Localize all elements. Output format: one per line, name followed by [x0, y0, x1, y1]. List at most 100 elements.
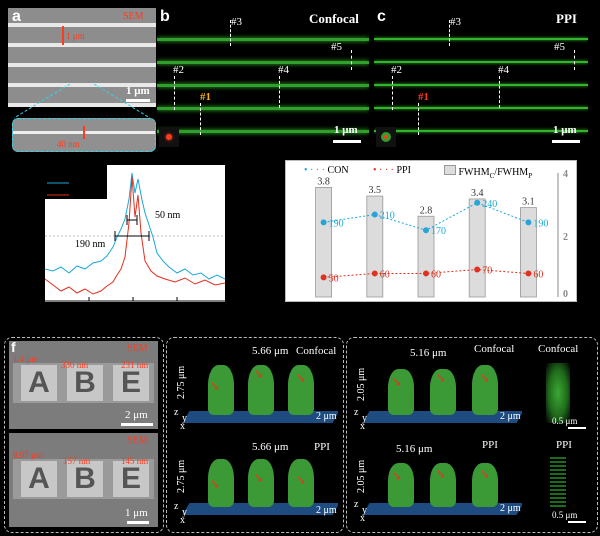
g-top-feature-1: [208, 365, 234, 415]
legend-e-ratio-p: P: [528, 172, 533, 180]
g-top-axis-y: y: [182, 413, 187, 424]
legend-e-ratio-pre: FWHM: [458, 167, 490, 178]
g-bot-feature-2: [248, 459, 274, 507]
h-side-top-scalebar: [568, 427, 586, 429]
h-bot-method: PPI: [482, 439, 498, 451]
h-bot-feature-1: [388, 463, 414, 507]
g-bot-feature-3: [288, 459, 314, 507]
panel-g-top: ➘ ➘ ➘ 5.66 μm Confocal 2.75 μm 2 μm z y …: [170, 341, 338, 433]
h-side-bot-method: PPI: [556, 439, 572, 451]
h-bot-height: 2.05 μm: [356, 459, 367, 493]
b-marker-2: #2: [173, 64, 184, 76]
g-bot-axis-x: x: [180, 515, 185, 526]
letter-e-block-2: E: [113, 461, 149, 497]
h-top-axis-z: z: [354, 407, 359, 418]
panel-b-scale: 1 μm: [334, 124, 358, 136]
f-bot-scalebar: [127, 521, 149, 524]
panel-h-side-bottom: PPI 0.5 μm: [524, 437, 592, 527]
f-bot-height: 0.97 μm: [13, 450, 43, 460]
ratio-bar: [366, 195, 384, 298]
con-value-label: 240: [482, 199, 497, 210]
panel-b-scalebar: [333, 140, 361, 143]
g-bot-axis-z: z: [174, 501, 179, 512]
h-top-width: 5.16 μm: [410, 347, 447, 359]
h-bot-axis-y: y: [362, 505, 367, 516]
panel-h-frame: [346, 337, 598, 533]
psf-inset-b: [159, 127, 179, 147]
f-top-w1: 330 nm: [61, 360, 89, 370]
panel-f-bottom: A B E SEM 0.97 μm 157 nm 145 nm 1 μm: [9, 433, 158, 527]
g-top-depth: 2 μm: [316, 411, 337, 422]
g-top-axis-x: x: [180, 421, 185, 432]
h-top-feature-2: [430, 369, 456, 415]
con-point: [423, 227, 429, 234]
ratio-bar: [315, 187, 333, 298]
ppi-value-label: 50: [329, 273, 339, 284]
g-bot-method: PPI: [314, 441, 330, 453]
panel-c-scale: 1 μm: [553, 124, 577, 136]
legend-e-con-label: CON: [327, 165, 349, 176]
f-top-scale: 2 μm: [125, 409, 148, 421]
h-bot-width: 5.16 μm: [396, 443, 433, 455]
panel-a-scale: 1 μm: [126, 85, 150, 97]
legend-e-ppi: • · · · PPI: [373, 165, 411, 176]
h-bot-axis-x: x: [360, 513, 365, 524]
profile-chart: [45, 165, 225, 302]
panel-h-top: ➘ ➘ ➘ 5.16 μm Confocal 2.05 μm 2 μm z y …: [350, 341, 522, 433]
f-top-w2: 231 nm: [121, 360, 149, 370]
b-marker-5: #5: [331, 41, 342, 53]
c-marker-3: #3: [450, 16, 461, 28]
e-ytick-2: 2: [563, 232, 568, 243]
con-point: [525, 219, 532, 226]
con-point: [474, 199, 481, 206]
fwhm-chart: 3.8 3.5 2.8 3.4 3.1 190 210 170 240 190 50 60 60 70 60: [315, 173, 559, 298]
letter-a-block: A: [21, 365, 57, 401]
h-top-feature-3: [472, 365, 498, 415]
ratio-bar: [417, 215, 435, 298]
psf-inset-c: [376, 127, 396, 147]
g-bot-axis-y: y: [182, 507, 187, 518]
panel-c-scalebar: [552, 140, 580, 143]
g-bot-height: 2.75 μm: [176, 459, 187, 493]
legend-e-con: • · · · CON: [304, 165, 349, 176]
panel-c: c PPI #3 #5 #2 #4 #1 1 μm: [374, 8, 588, 150]
ppi-point: [371, 270, 378, 277]
letter-b-block-2: B: [67, 461, 103, 497]
ratio-bar: [519, 207, 537, 298]
con-value-label: 190: [533, 218, 548, 229]
panel-a-method: SEM: [123, 11, 144, 22]
h-top-axis-x: x: [360, 421, 365, 432]
ratio-label: 3.8: [317, 176, 330, 187]
ppi-value-label: 60: [380, 269, 390, 280]
g-top-width: 5.66 μm: [252, 345, 289, 357]
letter-e-block: E: [113, 365, 149, 401]
ppi-value-label: 70: [482, 266, 492, 277]
legend-e-ppi-label: PPI: [396, 165, 411, 176]
h-side-bot-scalebar: [568, 521, 586, 523]
panel-a-scalebar: [126, 99, 150, 102]
b-marker-1: #1: [200, 91, 211, 103]
g-bot-feature-1: [208, 459, 234, 507]
legend-e-ratio-c: C: [489, 172, 495, 180]
letter-a-block-2: A: [21, 461, 57, 497]
h-top-height: 2.05 μm: [356, 367, 367, 401]
ppi-value-label: 60: [431, 269, 441, 280]
con-profile: [45, 172, 225, 280]
g-top-method: Confocal: [296, 345, 337, 357]
panel-g-bottom: ➘ ➘ ➘ 5.66 μm PPI 2.75 μm 2 μm z y x: [170, 437, 338, 527]
e-ytick-4: 4: [563, 169, 568, 180]
panel-h-bottom: ➘ ➘ ➘ 5.16 μm PPI 2.05 μm 2 μm z y x: [350, 437, 522, 527]
h-bot-depth: 2 μm: [500, 503, 521, 514]
f-top-scalebar: [121, 423, 153, 426]
pitch-marker: [62, 26, 64, 45]
ppi-point: [474, 266, 481, 273]
f-top-height: 1.4 μm: [13, 354, 39, 364]
panel-c-label: c: [377, 8, 386, 25]
h-bot-feature-3: [472, 463, 498, 507]
ann-50nm: 50 nm: [155, 210, 181, 221]
panel-f-top: A B E f SEM 1.4 μm 330 nm 231 nm 2 μm: [9, 341, 158, 429]
b-marker-3: #3: [231, 16, 242, 28]
ratio-bar: [468, 198, 486, 298]
ratio-label: 3.4: [471, 188, 484, 199]
ppi-profile: [45, 176, 225, 295]
